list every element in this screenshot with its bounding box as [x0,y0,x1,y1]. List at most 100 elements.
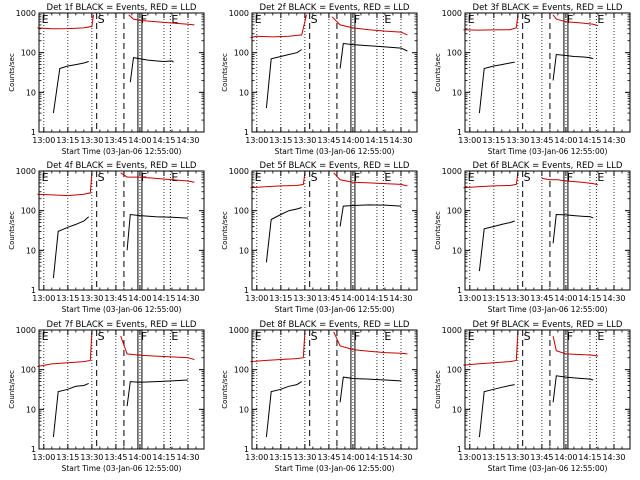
y-axis-label: Counts/sec [434,370,442,409]
x-tick-label: 14:00 [554,294,577,303]
y-tick-label: 1 [31,445,36,454]
events-series-line [552,213,594,244]
x-tick-label: 13:15 [269,136,292,145]
x-tick-label: 13:15 [56,136,79,145]
y-tick-label: 1000 [16,167,36,176]
y-tick-label: 100 [21,49,36,58]
marker-label-e: E [384,171,391,184]
x-tick-label: 13:45 [317,294,340,303]
y-tick-label: 1 [244,286,249,295]
x-tick-label: 14:15 [365,136,388,145]
marker-label-e: E [384,13,391,26]
marker-label-e: E [42,13,49,26]
x-axis-label: Start Time (03-Jan-06 12:55:00) [275,305,395,314]
chart-title: Det 7f BLACK = Events, RED = LLD [47,320,197,330]
x-tick-label: 14:15 [578,453,601,462]
marker-label-e: E [468,330,475,343]
y-tick-label: 1 [457,286,462,295]
events-series-line [265,381,302,438]
marker-label-e: E [468,171,475,184]
marker-label-e: E [597,171,604,184]
x-tick-label: 13:45 [104,136,127,145]
marker-label-f: F [141,13,147,26]
marker-label-e: E [468,13,475,26]
chart-title: Det 8f BLACK = Events, RED = LLD [260,320,410,330]
marker-label-e: E [255,13,262,26]
x-tick-label: 14:30 [176,453,199,462]
marker-label-s: S [524,13,531,26]
x-tick-label: 14:15 [365,453,388,462]
x-tick-label: 13:30 [80,294,103,303]
x-tick-label: 13:30 [80,136,103,145]
y-tick-label: 10 [452,246,462,255]
lld-series-line [333,331,408,355]
x-tick-label: 14:00 [554,453,577,462]
events-series-line [52,61,89,114]
y-tick-label: 10 [239,88,249,97]
y-axis-label: Counts/sec [221,53,229,92]
chart-title: Det 9f BLACK = Events, RED = LLD [473,320,623,330]
marker-label-f: F [567,13,573,26]
marker-label-s: S [524,330,531,343]
marker-label-e: E [255,330,262,343]
marker-label-e: E [597,330,604,343]
x-tick-label: 13:45 [317,453,340,462]
y-axis-label: Counts/sec [221,211,229,250]
chart-title: Det 1f BLACK = Events, RED = LLD [47,3,197,13]
plot-frame [38,170,205,291]
x-tick-label: 14:15 [578,136,601,145]
y-axis-label: Counts/sec [221,370,229,409]
marker-label-s: S [98,330,105,343]
plot-frame [464,329,631,450]
x-tick-label: 13:30 [293,453,316,462]
y-tick-label: 100 [21,366,36,375]
x-axis-label: Start Time (03-Jan-06 12:55:00) [488,147,608,156]
lld-series-line [250,331,306,363]
x-tick-label: 13:45 [104,294,127,303]
marker-label-s: S [311,13,318,26]
plot-frame [38,329,205,450]
y-axis-label: Counts/sec [8,211,16,250]
events-series-line [129,57,174,83]
marker-label-f: F [354,330,360,343]
marker-label-e: E [171,330,178,343]
events-series-line [339,204,402,227]
x-axis-label: Start Time (03-Jan-06 12:55:00) [62,464,182,473]
x-tick-label: 13:30 [293,294,316,303]
y-tick-label: 10 [26,88,36,97]
x-tick-label: 13:30 [293,136,316,145]
y-tick-label: 1 [244,128,249,137]
y-tick-label: 100 [447,49,462,58]
y-tick-label: 100 [234,49,249,58]
x-tick-label: 14:00 [341,453,364,462]
lld-series-line [463,331,519,366]
y-tick-label: 1 [244,445,249,454]
events-series-line [478,61,515,114]
chart-title: Det 3f BLACK = Events, RED = LLD [473,3,623,13]
y-tick-label: 1000 [442,167,462,176]
x-tick-label: 14:30 [602,136,625,145]
marker-label-e: E [384,330,391,343]
events-series-line [478,220,515,272]
lld-series-line [37,172,93,197]
x-tick-label: 14:15 [152,294,175,303]
y-axis-label: Counts/sec [434,53,442,92]
x-tick-label: 13:15 [56,453,79,462]
chart-title: Det 6f BLACK = Events, RED = LLD [473,161,623,171]
events-series-line [265,207,302,263]
detector-chart-7: Det 7f BLACK = Events, RED = LLD Counts/s… [8,320,205,473]
marker-label-e: E [255,171,262,184]
y-axis-label: Counts/sec [8,53,16,92]
x-tick-label: 13:30 [506,453,529,462]
marker-label-s: S [98,171,105,184]
y-tick-label: 100 [447,207,462,216]
plot-frame [251,329,418,450]
x-tick-label: 14:30 [176,294,199,303]
events-series-line [478,384,515,438]
y-tick-label: 10 [26,246,36,255]
plot-frame [38,12,205,133]
x-tick-label: 13:00 [245,294,268,303]
marker-label-e: E [597,13,604,26]
x-axis-label: Start Time (03-Jan-06 12:55:00) [275,147,395,156]
detector-chart-2: Det 2f BLACK = Events, RED = LLD Counts/s… [221,3,418,156]
